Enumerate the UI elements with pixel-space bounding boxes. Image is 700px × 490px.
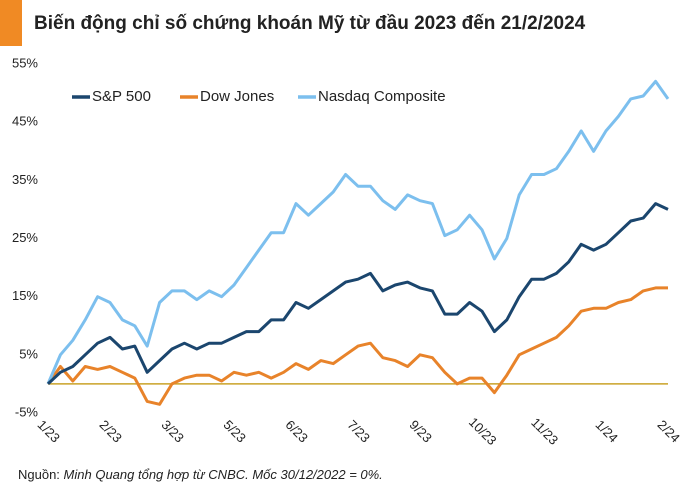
x-tick-label: 3/23 (158, 417, 187, 446)
x-tick-label: 2/23 (96, 417, 125, 446)
x-tick-label: 2/24 (654, 417, 683, 446)
x-tick-label: 6/23 (282, 417, 311, 446)
y-tick-label: 15% (12, 288, 38, 303)
y-tick-label: 25% (12, 230, 38, 245)
x-tick-label: 9/23 (406, 417, 435, 446)
y-tick-label: 55% (12, 55, 38, 70)
x-tick-label: 1/24 (592, 417, 621, 446)
y-tick-label: 45% (12, 114, 38, 129)
x-tick-label: 5/23 (220, 417, 249, 446)
y-tick-label: 5% (19, 346, 38, 361)
x-tick-label: 7/23 (344, 417, 373, 446)
source-label: Nguồn: (18, 467, 60, 482)
source: Nguồn: Minh Quang tổng hợp từ CNBC. Mốc … (18, 467, 383, 482)
source-text: Minh Quang tổng hợp từ CNBC. Mốc 30/12/2… (64, 467, 383, 482)
x-tick-label: 10/23 (466, 414, 500, 448)
legend-label: Dow Jones (200, 88, 274, 105)
x-tick-label: 11/23 (528, 415, 561, 448)
chart-title: Biến động chỉ số chứng khoán Mỹ từ đầu 2… (34, 13, 586, 34)
legend-label: S&P 500 (92, 88, 151, 105)
legend-label: Nasdaq Composite (318, 88, 446, 105)
series-line (46, 202, 669, 385)
y-tick-label: 35% (12, 172, 38, 187)
series-line (46, 286, 668, 406)
series-line (46, 79, 670, 385)
y-tick-label: -5% (15, 404, 39, 419)
x-tick-label: 1/23 (34, 417, 63, 446)
title-accent (0, 0, 22, 46)
